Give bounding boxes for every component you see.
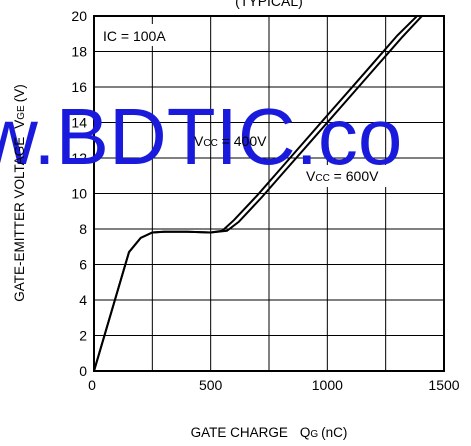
x-tick-label: 0 xyxy=(88,377,96,393)
curve-vcc-400v xyxy=(94,16,419,371)
vcc-400v-annotation: VCC = 400V xyxy=(194,133,267,149)
x-tick-labels: 0 500 1000 1500 xyxy=(88,377,460,393)
y-tick-label: 12 xyxy=(71,150,87,166)
y-tick-label: 2 xyxy=(79,328,87,344)
y-tick-label: 6 xyxy=(79,257,87,273)
vcc-600v-annotation-bg xyxy=(303,165,411,187)
y-tick-label: 18 xyxy=(71,44,87,60)
grid-lines xyxy=(94,16,444,371)
y-tick-labels: 0 2 4 6 8 10 12 14 16 18 20 xyxy=(71,8,87,379)
ic-annotation: IC = 100A xyxy=(103,28,166,44)
y-tick-label: 14 xyxy=(71,115,87,131)
y-tick-label: 4 xyxy=(79,292,87,308)
x-tick-label: 500 xyxy=(199,377,223,393)
x-axis-label: GATE CHARGE QG (nC) xyxy=(191,425,348,440)
y-tick-label: 0 xyxy=(79,363,87,379)
curve-vcc-600v xyxy=(94,16,424,371)
x-tick-label: 1500 xyxy=(428,377,459,393)
plot-frame xyxy=(93,15,445,372)
y-tick-label: 16 xyxy=(71,79,87,95)
y-axis-label: GATE-EMITTER VOLTAGEVGE(V) xyxy=(12,84,27,301)
x-tick-label: 1000 xyxy=(312,377,343,393)
y-tick-label: 10 xyxy=(71,186,87,202)
ic-annotation-bg xyxy=(101,24,189,46)
y-tick-label: 8 xyxy=(79,221,87,237)
vcc-600v-annotation: VCC = 600V xyxy=(306,168,379,184)
chart-title: (TYPICAL) xyxy=(235,0,303,9)
y-tick-label: 20 xyxy=(71,8,87,24)
